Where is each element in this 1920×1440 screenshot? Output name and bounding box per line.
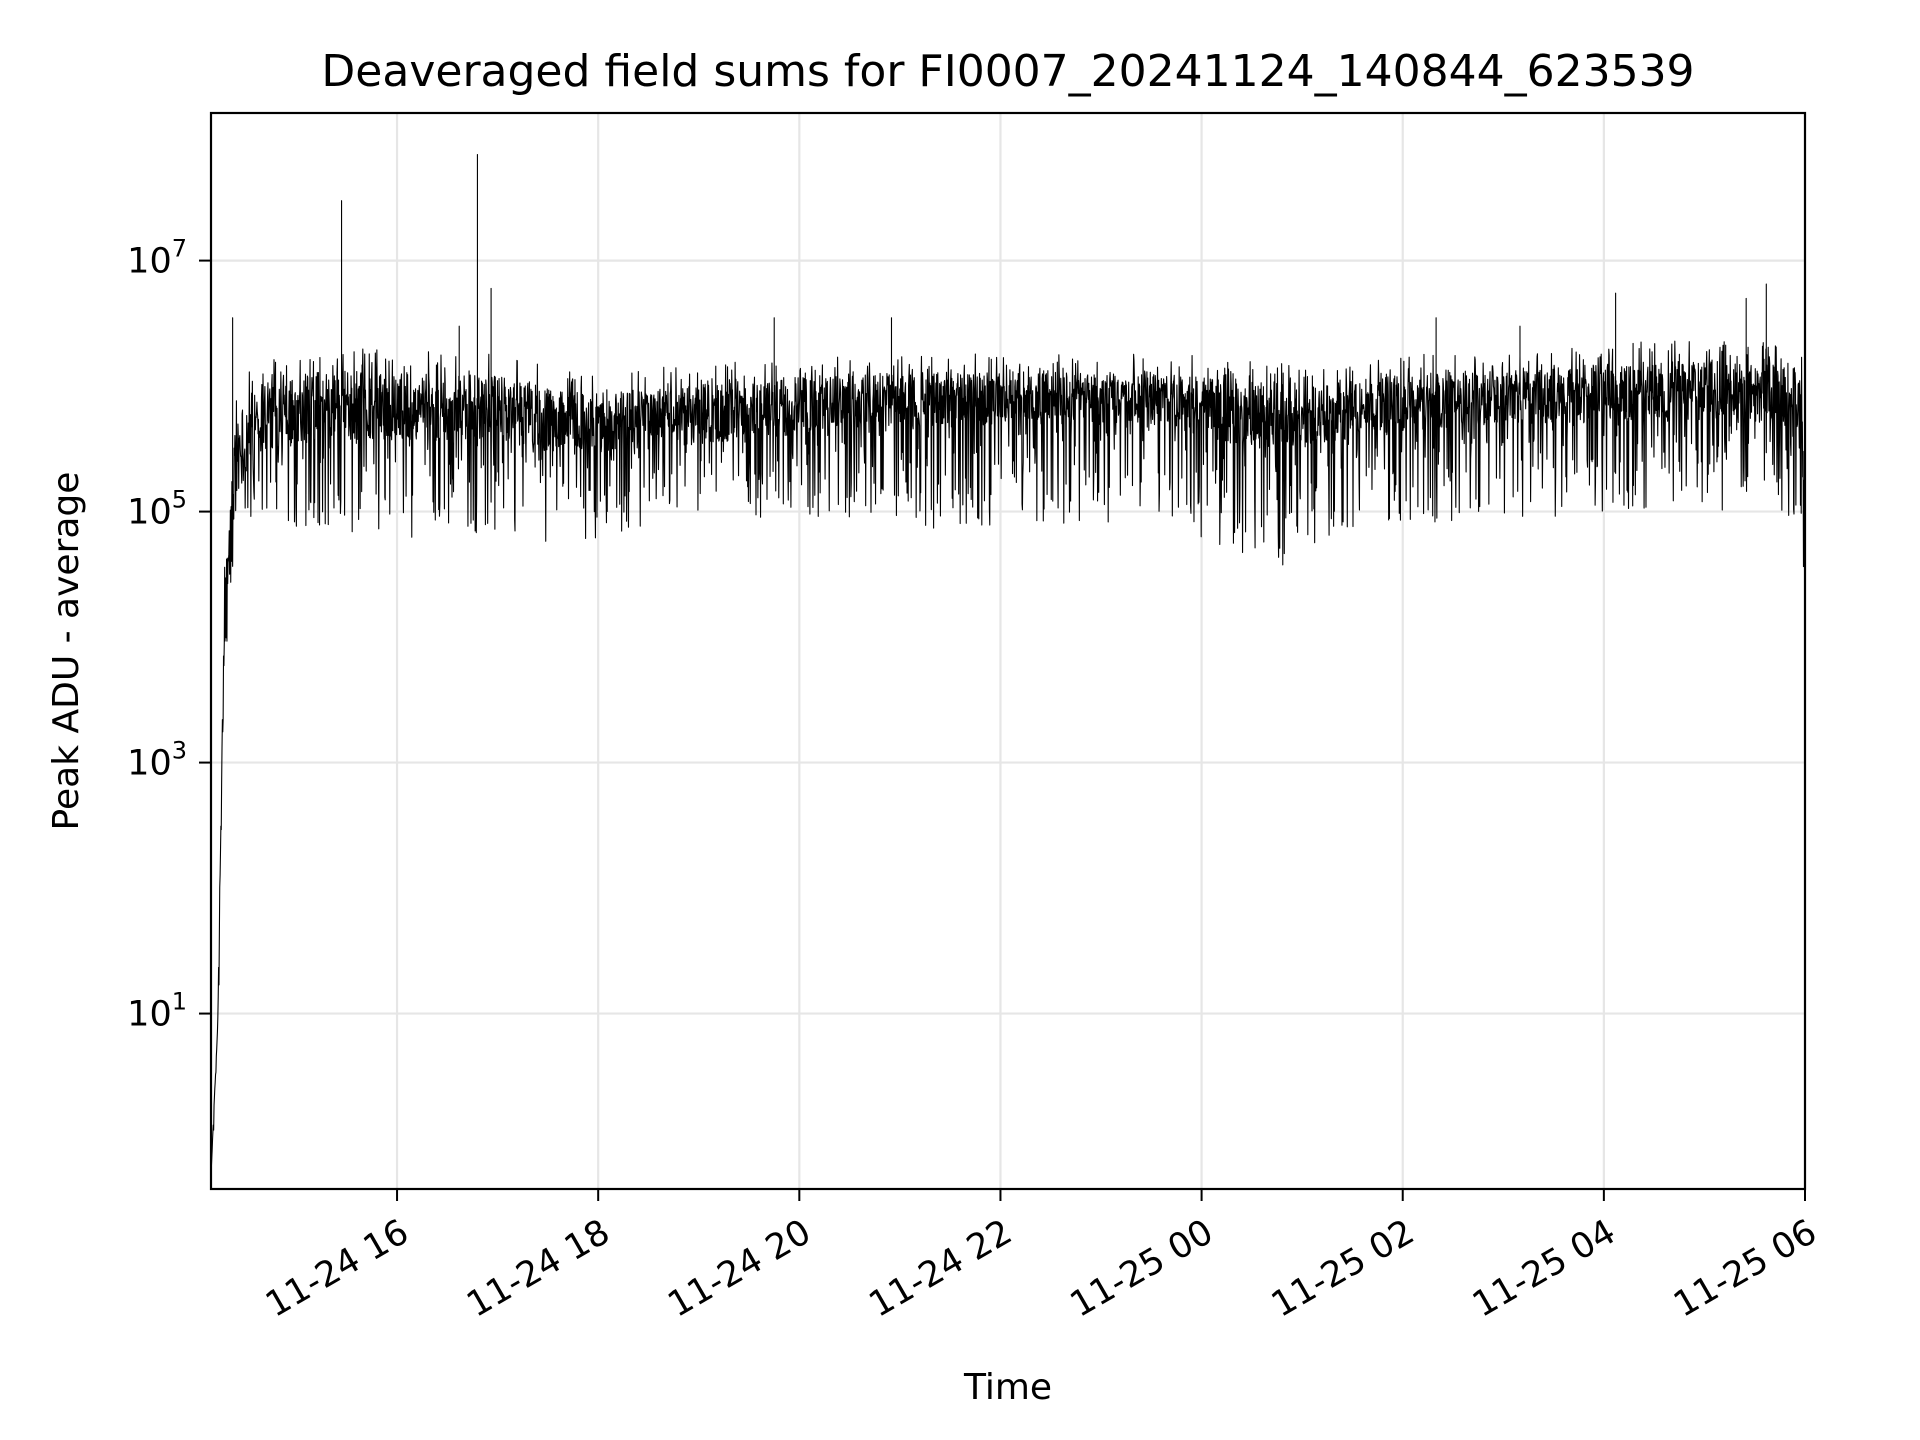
chart-title: Deaveraged field sums for FI0007_2024112… — [321, 46, 1694, 97]
x-axis-label: Time — [963, 1367, 1052, 1408]
plot-frame — [209, 111, 1807, 1191]
y-tick-label: 103 — [127, 737, 187, 784]
y-tick-label: 101 — [127, 988, 187, 1035]
y-tick-label: 105 — [127, 486, 187, 533]
series-line — [210, 153, 1806, 1183]
y-tick-label: 107 — [127, 235, 187, 282]
y-axis: 101 103 105 107 — [127, 235, 211, 1035]
plot-area — [210, 153, 1806, 1183]
y-axis-label: Peak ADU - average — [46, 472, 87, 831]
